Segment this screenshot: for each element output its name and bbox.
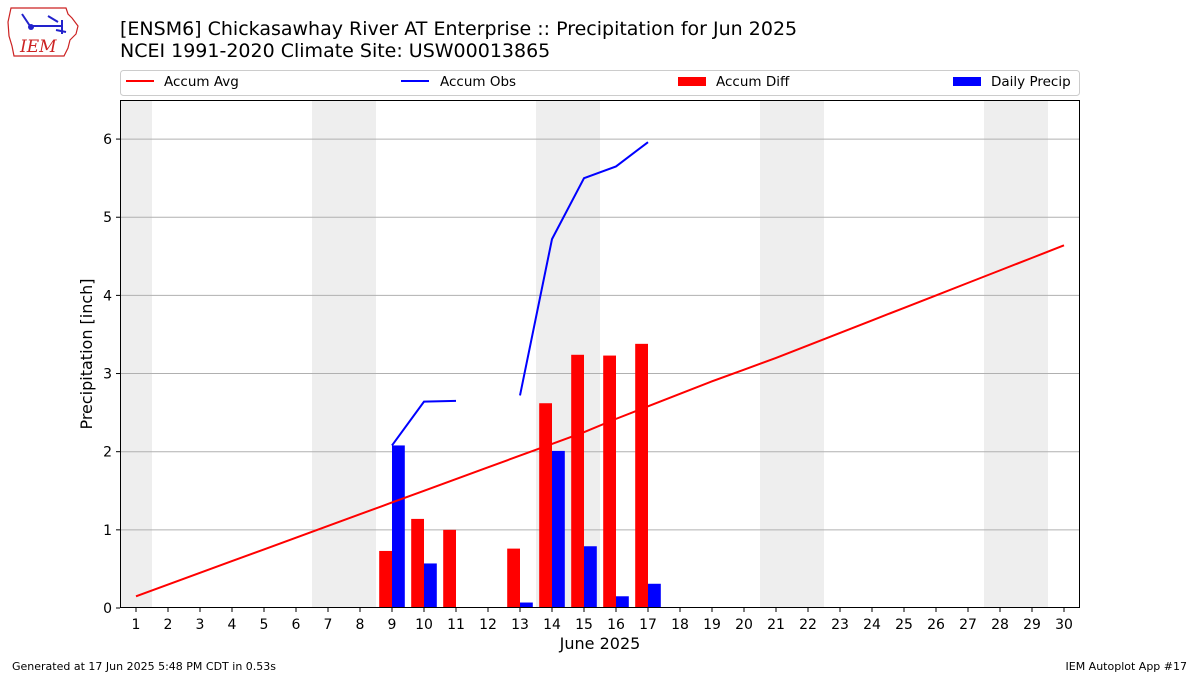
- x-tick-label-26: 26: [927, 617, 945, 633]
- x-tick-label-17: 17: [639, 617, 657, 633]
- y-axis-ticks: 0 1 2 3 4 5 6: [103, 132, 120, 617]
- legend-label-daily-precip: Daily Precip: [991, 74, 1071, 90]
- bar-accum-diff-day-9: [379, 550, 392, 608]
- footer-generated: Generated at 17 Jun 2025 5:48 PM CDT in …: [12, 660, 276, 673]
- x-tick-label-15: 15: [575, 617, 593, 633]
- legend: Accum Avg Accum Obs Accum Diff Daily Pre…: [120, 70, 1080, 96]
- weekend-shade-day-1: [120, 100, 152, 608]
- line-accum-avg: [135, 244, 1065, 598]
- bar-daily-precip-day-9: [392, 445, 405, 608]
- bar-accum-diff-day-13: [507, 548, 520, 608]
- bar-daily-precip-day-16: [616, 596, 629, 608]
- weekend-shade-day-7: [312, 100, 344, 608]
- bar-accum-diff-day-15: [571, 354, 584, 608]
- bar-daily-precip-day-14: [552, 450, 565, 608]
- bar-accum-diff-day-14: [539, 403, 552, 608]
- line-accum-obs-segment-1: [391, 399, 457, 447]
- x-tick-label-8: 8: [356, 617, 365, 633]
- x-tick-label-29: 29: [1023, 617, 1041, 633]
- x-tick-label-11: 11: [447, 617, 465, 633]
- x-tick-label-13: 13: [511, 617, 529, 633]
- x-tick-label-23: 23: [831, 617, 849, 633]
- y-tick-label-5: 5: [103, 210, 112, 226]
- bar-accum-diff-day-17: [635, 343, 648, 608]
- y-tick-label-3: 3: [103, 367, 112, 383]
- y-tick-label-1: 1: [103, 523, 112, 539]
- x-tick-label-12: 12: [479, 617, 497, 633]
- bar-daily-precip-day-10: [424, 563, 437, 608]
- x-tick-label-28: 28: [991, 617, 1009, 633]
- gridlines: [120, 138, 1080, 531]
- x-tick-label-4: 4: [228, 617, 237, 633]
- x-tick-label-24: 24: [863, 617, 881, 633]
- x-tick-label-22: 22: [799, 617, 817, 633]
- bar-daily-precip-day-17: [648, 583, 661, 608]
- legend-label-accum-obs: Accum Obs: [440, 74, 516, 90]
- y-tick-label-0: 0: [103, 601, 112, 617]
- bar-daily-precip-day-15: [584, 546, 597, 608]
- footer-app: IEM Autoplot App #17: [1066, 660, 1188, 673]
- x-tick-label-10: 10: [415, 617, 433, 633]
- x-tick-label-20: 20: [735, 617, 753, 633]
- legend-frame: [120, 70, 1080, 96]
- x-tick-label-3: 3: [196, 617, 205, 633]
- bar-daily-precip-day-13: [520, 602, 533, 608]
- x-tick-label-2: 2: [164, 617, 173, 633]
- bars: [379, 343, 661, 608]
- legend-swatch-daily-precip: [953, 77, 981, 86]
- x-tick-label-30: 30: [1055, 617, 1073, 633]
- x-tick-label-5: 5: [260, 617, 269, 633]
- x-tick-label-21: 21: [767, 617, 785, 633]
- x-tick-label-6: 6: [292, 617, 301, 633]
- weekend-shading: [120, 100, 1048, 608]
- weather-station-icon: [21, 13, 67, 34]
- y-axis-label: Precipitation [inch]: [77, 278, 96, 429]
- chart-title: [ENSM6] Chickasawhay River AT Enterprise…: [120, 18, 797, 40]
- x-tick-label-18: 18: [671, 617, 689, 633]
- x-tick-label-9: 9: [388, 617, 397, 633]
- chart-subtitle: NCEI 1991-2020 Climate Site: USW00013865: [120, 40, 550, 62]
- legend-swatch-accum-diff: [678, 77, 706, 86]
- plot-frame: [120, 100, 1080, 608]
- station-dot-icon: [28, 24, 34, 30]
- x-tick-label-27: 27: [959, 617, 977, 633]
- legend-label-accum-avg: Accum Avg: [164, 74, 239, 90]
- x-axis-label: June 2025: [559, 634, 641, 653]
- weekend-shade-day-29: [1016, 100, 1048, 608]
- x-tick-label-1: 1: [132, 617, 141, 633]
- x-tick-label-25: 25: [895, 617, 913, 633]
- weekend-shade-day-8: [344, 100, 376, 608]
- x-tick-label-19: 19: [703, 617, 721, 633]
- x-tick-label-7: 7: [324, 617, 333, 633]
- y-tick-label-4: 4: [103, 288, 112, 304]
- y-tick-label-2: 2: [103, 445, 112, 461]
- line-accum-obs-segment-2: [519, 141, 649, 396]
- lines: [135, 141, 1065, 598]
- bar-accum-diff-day-11: [443, 529, 456, 608]
- x-tick-label-14: 14: [543, 617, 561, 633]
- x-tick-label-16: 16: [607, 617, 625, 633]
- bar-accum-diff-day-10: [411, 518, 424, 608]
- weekend-shade-day-22: [792, 100, 824, 608]
- legend-label-accum-diff: Accum Diff: [716, 74, 790, 90]
- x-axis-ticks: 1 2 3 4 5 6 7 8 9 10 11 12 13 14 15 16 17 18 19 20 21 22 23 24 2…: [132, 608, 1073, 633]
- y-tick-label-6: 6: [103, 132, 112, 148]
- iem-logo: IEM: [7, 7, 79, 57]
- bar-accum-diff-day-16: [603, 355, 616, 608]
- weekend-shade-day-28: [984, 100, 1016, 608]
- iem-logo-text: IEM: [19, 37, 57, 57]
